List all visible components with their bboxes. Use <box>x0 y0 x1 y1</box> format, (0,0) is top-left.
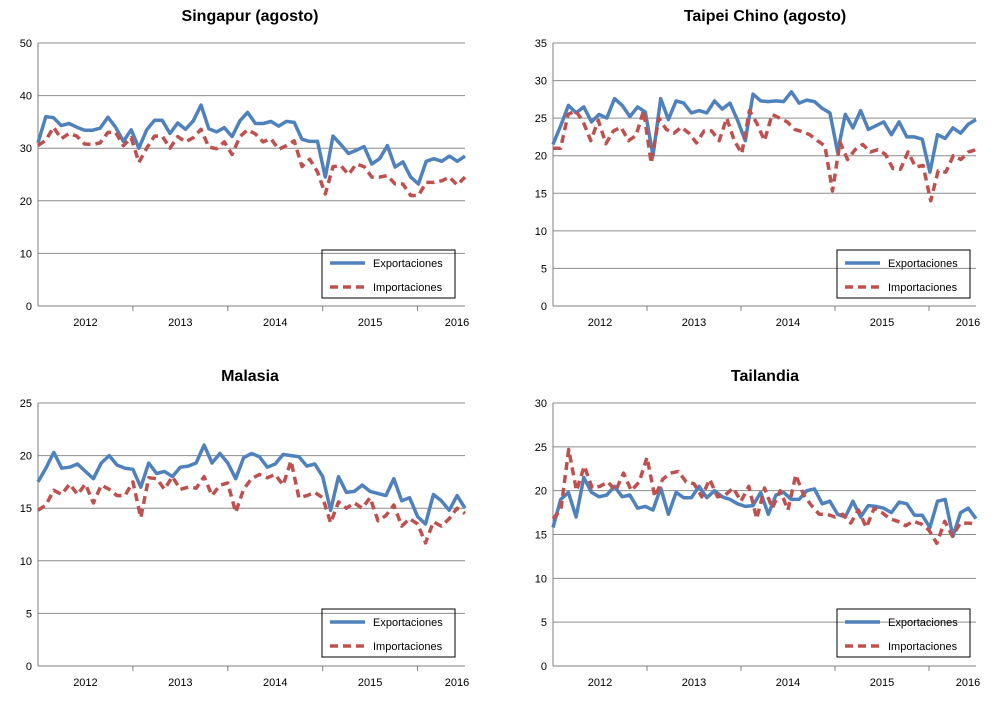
y-tick-label: 25 <box>535 113 547 125</box>
y-tick-label: 20 <box>20 451 32 463</box>
series-line-importaciones <box>553 108 977 203</box>
chart-title: Malasia <box>221 368 279 385</box>
x-tick-label: 2015 <box>870 317 894 329</box>
x-tick-label: 2016 <box>956 317 980 329</box>
legend-label: Importaciones <box>373 641 443 653</box>
series-line-exportaciones <box>551 475 978 539</box>
series-line-importaciones <box>551 447 977 546</box>
chart-panel-singapur: Singapur (agosto) 0 10 20 30 40 50 2012 2013 2014… <box>0 0 500 352</box>
x-tick-label: 2014 <box>776 677 800 689</box>
x-tick-label: 2013 <box>682 677 706 689</box>
legend-label: Importaciones <box>373 282 443 294</box>
y-tick-label: 15 <box>535 188 547 200</box>
chart-panel-taipei: Taipei Chino (agosto) 0 5 10 15 20 25 30 35 2012 2… <box>500 0 1000 352</box>
y-tick-label: 25 <box>535 442 547 454</box>
chart-title: Taipei Chino (agosto) <box>684 8 846 25</box>
legend-box <box>836 249 971 299</box>
y-tick-label: 20 <box>535 151 547 163</box>
y-tick-label: 20 <box>535 486 547 498</box>
series-line-exportaciones <box>36 443 467 526</box>
chart-panel-tailandia: Tailandia 0 5 10 15 20 25 30 2012 2013 2014 2015 201… <box>500 352 1000 704</box>
y-tick-label: 50 <box>20 38 32 50</box>
y-tick-label: 5 <box>541 617 547 629</box>
y-tick-label: 10 <box>535 226 547 238</box>
y-tick-label: 15 <box>20 503 32 515</box>
y-tick-label: 25 <box>20 398 32 410</box>
series-line-importaciones <box>37 125 467 198</box>
y-tick-label: 35 <box>535 38 547 50</box>
legend-label: Exportaciones <box>373 617 443 629</box>
x-tick-label: 2014 <box>776 317 800 329</box>
y-tick-label: 30 <box>535 76 547 88</box>
chart-svg-tailandia: Tailandia 0 5 10 15 20 25 30 2012 2013 2014 2015 201… <box>535 368 980 689</box>
x-tick-label: 2016 <box>445 317 469 329</box>
chart-svg-singapur: Singapur (agosto) 0 10 20 30 40 50 2012 2013 2014… <box>20 8 469 329</box>
x-tick-label: 2012 <box>588 317 612 329</box>
legend-label: Importaciones <box>888 282 958 294</box>
chart-svg-malasia: Malasia 0 5 10 15 20 25 2012 2013 2014 2015 2016 Exp… <box>20 368 469 689</box>
y-tick-label: 5 <box>26 608 32 620</box>
x-tick-label: 2016 <box>956 677 980 689</box>
legend-box <box>321 608 456 658</box>
series-line-exportaciones <box>36 103 466 186</box>
chart-panel-malasia: Malasia 0 5 10 15 20 25 2012 2013 2014 2015 2016 Exp… <box>0 352 500 704</box>
y-tick-label: 0 <box>541 301 547 313</box>
x-tick-label: 2016 <box>445 677 469 689</box>
y-tick-label: 0 <box>26 301 32 313</box>
legend-box <box>321 249 456 299</box>
x-tick-label: 2014 <box>263 677 287 689</box>
x-tick-label: 2012 <box>73 677 97 689</box>
legend-label: Exportaciones <box>888 258 958 270</box>
x-tick-label: 2013 <box>682 317 706 329</box>
x-tick-label: 2012 <box>588 677 612 689</box>
chart-svg-taipei: Taipei Chino (agosto) 0 5 10 15 20 25 30 35 2012 2… <box>535 8 980 329</box>
y-tick-label: 15 <box>535 530 547 542</box>
y-tick-label: 10 <box>20 248 32 260</box>
chart-title: Tailandia <box>731 368 799 385</box>
y-tick-label: 0 <box>26 661 32 673</box>
legend-label: Importaciones <box>888 641 958 653</box>
legend-label: Exportaciones <box>373 258 443 270</box>
y-tick-label: 5 <box>541 263 547 275</box>
y-tick-label: 30 <box>20 143 32 155</box>
x-tick-label: 2015 <box>358 677 382 689</box>
chart-title: Singapur (agosto) <box>182 8 319 25</box>
y-tick-label: 30 <box>535 398 547 410</box>
series-line-exportaciones <box>551 90 977 174</box>
x-tick-label: 2013 <box>168 317 192 329</box>
y-tick-label: 40 <box>20 91 32 103</box>
y-tick-label: 20 <box>20 196 32 208</box>
series-line-importaciones <box>37 459 466 545</box>
legend-label: Exportaciones <box>888 617 958 629</box>
y-tick-label: 10 <box>20 556 32 568</box>
x-tick-label: 2013 <box>168 677 192 689</box>
y-tick-label: 10 <box>535 573 547 585</box>
legend-box <box>836 608 971 658</box>
x-tick-label: 2015 <box>870 677 894 689</box>
y-tick-label: 0 <box>541 661 547 673</box>
x-tick-label: 2015 <box>358 317 382 329</box>
x-tick-label: 2014 <box>263 317 287 329</box>
x-tick-label: 2012 <box>73 317 97 329</box>
